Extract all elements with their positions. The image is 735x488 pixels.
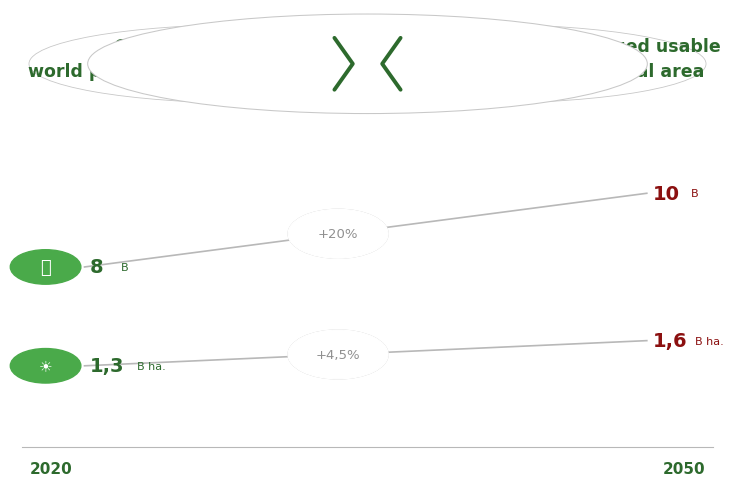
Text: Unchanged usable
agricultural area: Unchanged usable agricultural area: [540, 38, 721, 81]
Text: +4,5%: +4,5%: [316, 348, 360, 361]
Circle shape: [88, 16, 647, 114]
Text: B: B: [691, 189, 698, 199]
Text: ☀: ☀: [39, 359, 52, 373]
Text: 10: 10: [653, 184, 680, 203]
Text: 1,3: 1,3: [90, 357, 124, 376]
Text: B ha.: B ha.: [137, 361, 166, 371]
Text: 8: 8: [90, 258, 104, 277]
Circle shape: [288, 210, 388, 259]
Text: ⛹: ⛹: [40, 259, 51, 276]
Circle shape: [288, 330, 388, 379]
Text: B ha.: B ha.: [695, 336, 724, 346]
Text: 2020: 2020: [29, 461, 72, 476]
Circle shape: [10, 250, 81, 285]
Text: 2050: 2050: [663, 461, 706, 476]
Text: +20%: +20%: [318, 228, 359, 241]
Circle shape: [29, 26, 470, 103]
Text: B: B: [121, 263, 128, 272]
Circle shape: [10, 349, 81, 383]
Text: 1,6: 1,6: [653, 331, 687, 350]
Text: Growing
world population: Growing world population: [29, 38, 195, 81]
Text: ⛹: ⛹: [243, 53, 257, 77]
Text: ☀: ☀: [475, 55, 495, 75]
Circle shape: [265, 26, 706, 103]
